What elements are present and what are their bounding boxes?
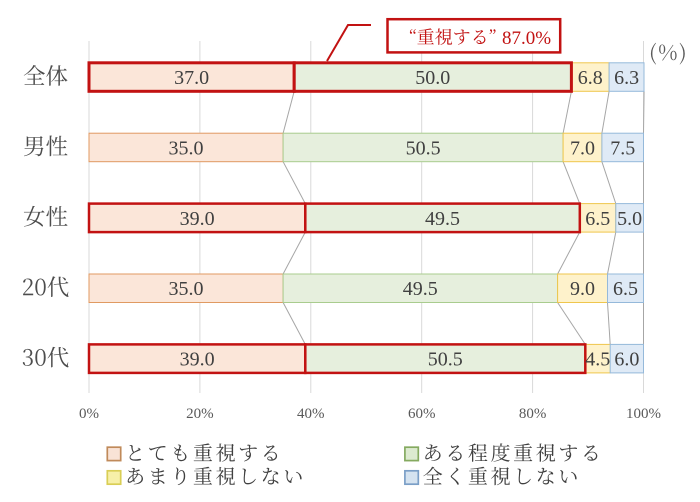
svg-text:80%: 80% <box>519 406 547 422</box>
svg-text:40%: 40% <box>297 406 325 422</box>
svg-text:6.5: 6.5 <box>613 278 638 300</box>
svg-text:6.5: 6.5 <box>585 208 610 230</box>
svg-text:50.5: 50.5 <box>428 349 463 371</box>
svg-text:35.0: 35.0 <box>169 278 204 300</box>
svg-text:20%: 20% <box>186 406 214 422</box>
svg-text:35.0: 35.0 <box>169 137 204 159</box>
svg-text:7.5: 7.5 <box>610 137 635 159</box>
svg-text:7.0: 7.0 <box>570 137 595 159</box>
svg-text:0%: 0% <box>79 406 99 422</box>
svg-text:6.8: 6.8 <box>578 67 603 89</box>
svg-text:100%: 100% <box>626 406 661 422</box>
svg-text:50.5: 50.5 <box>406 137 441 159</box>
svg-text:4.5: 4.5 <box>585 349 610 371</box>
svg-text:9.0: 9.0 <box>570 278 595 300</box>
svg-text:49.5: 49.5 <box>403 278 438 300</box>
svg-text:50.0: 50.0 <box>415 67 450 89</box>
svg-text:6.3: 6.3 <box>614 67 639 89</box>
svg-text:87.0%: 87.0% <box>502 28 551 49</box>
svg-text:6.0: 6.0 <box>614 349 639 371</box>
svg-text:39.0: 39.0 <box>180 208 215 230</box>
svg-text:49.5: 49.5 <box>425 208 460 230</box>
svg-text:39.0: 39.0 <box>180 349 215 371</box>
svg-text:5.0: 5.0 <box>617 208 642 230</box>
svg-text:37.0: 37.0 <box>174 67 209 89</box>
svg-text:60%: 60% <box>408 406 436 422</box>
